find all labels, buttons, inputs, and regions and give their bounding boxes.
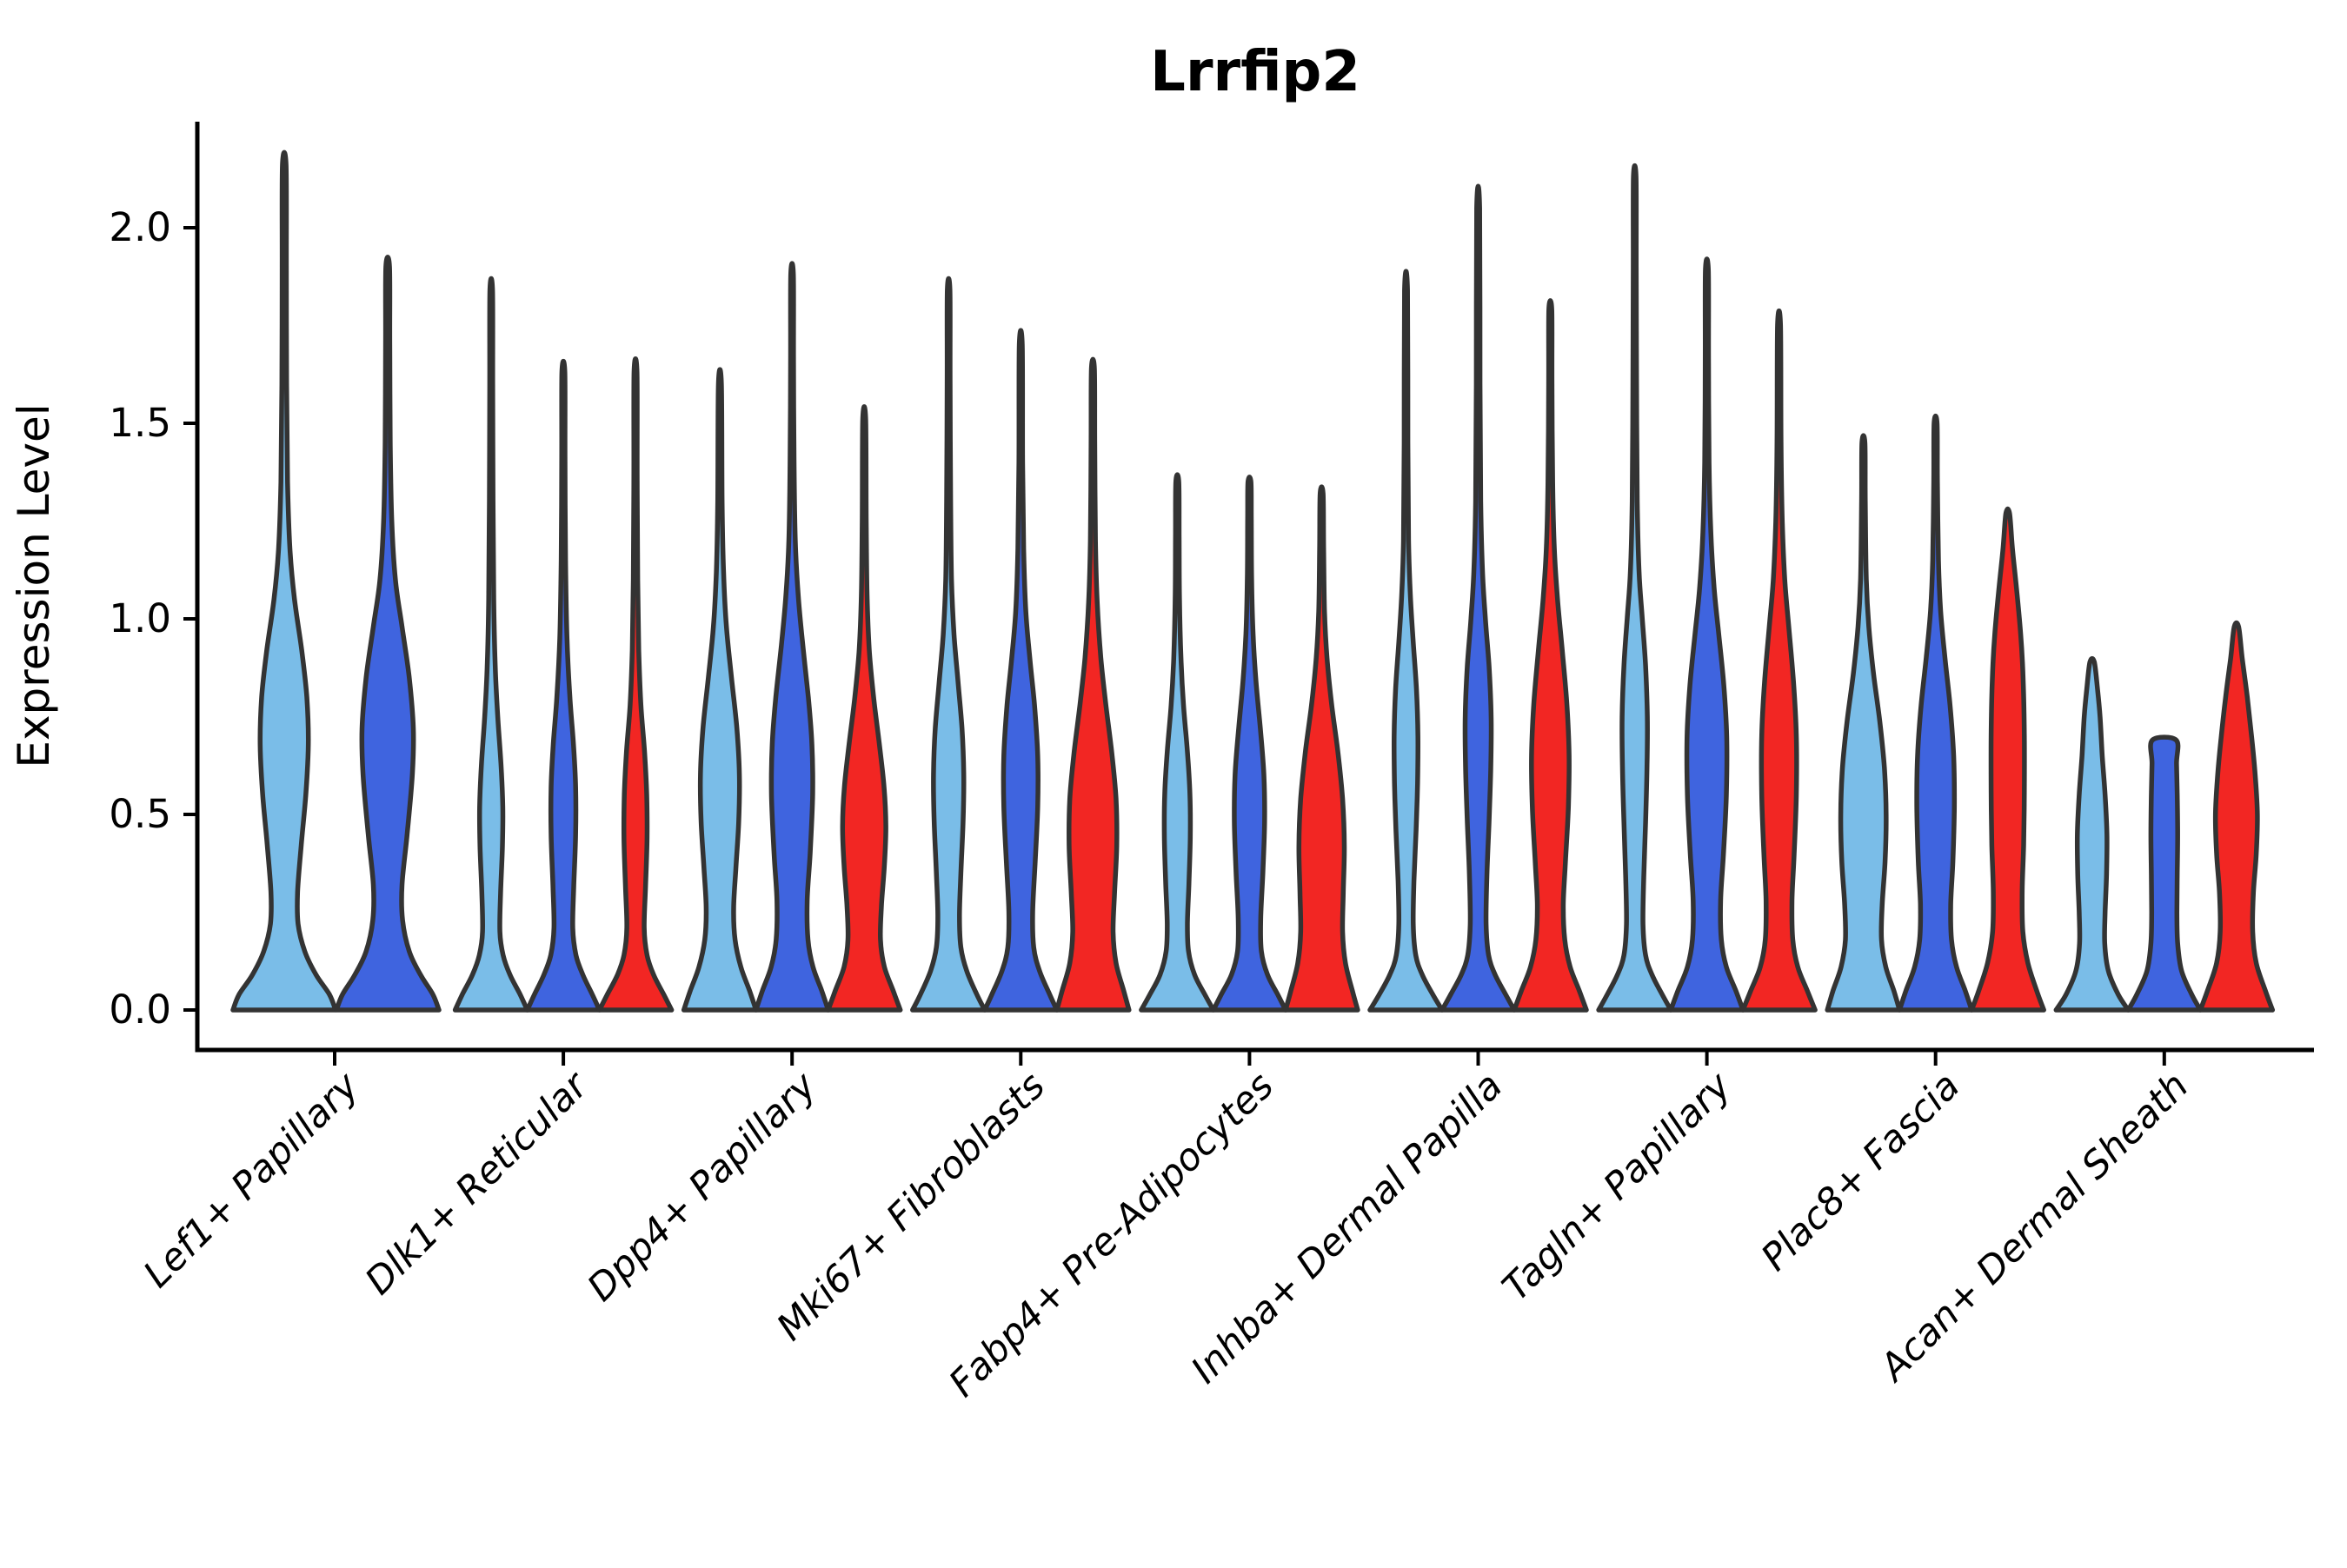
violin: [910, 276, 987, 1013]
violin: [1740, 308, 1818, 1013]
violin: [1668, 256, 1745, 1013]
violin: [524, 358, 602, 1013]
violin: [1512, 298, 1589, 1013]
violin: [334, 255, 442, 1013]
violin: [1969, 506, 2046, 1013]
x-tick-label: Lef1+ Papillary: [136, 1064, 368, 1296]
violin: [230, 149, 338, 1013]
axes: [183, 122, 2314, 1066]
violin: [452, 276, 530, 1013]
violin: [753, 261, 831, 1013]
y-axis-title: Expression Level: [9, 403, 59, 767]
violin: [982, 328, 1060, 1013]
violin: [2197, 620, 2276, 1013]
violin: [1439, 183, 1517, 1013]
y-tick-label: 0.5: [109, 791, 171, 837]
violin: [2125, 734, 2204, 1013]
violin: [681, 367, 759, 1013]
x-tick-label: Dpp4+ Papillary: [579, 1064, 825, 1310]
y-tick-label: 1.5: [109, 400, 171, 446]
violin: [1054, 356, 1132, 1013]
x-tick-label: Tagln+ Papillary: [1494, 1064, 1740, 1310]
violin: [1367, 269, 1445, 1013]
violin: [825, 404, 903, 1013]
violin: [2053, 655, 2131, 1013]
violin: [1596, 163, 1673, 1013]
y-tick-label: 2.0: [109, 204, 171, 250]
violin: [1825, 433, 1902, 1013]
y-tick-label: 0.0: [109, 987, 171, 1033]
chart-title: Lrrfip2: [1150, 40, 1360, 104]
x-tick-label: Dlk1+ Reticular: [357, 1063, 598, 1304]
violins-layer: [230, 149, 2276, 1013]
violin: [1211, 475, 1288, 1013]
violin: [1139, 472, 1216, 1013]
x-tick-label: Plac8+ Fascia: [1753, 1064, 1969, 1279]
violin: [596, 356, 675, 1013]
y-tick-label: 1.0: [109, 595, 171, 641]
violin: [1283, 484, 1360, 1013]
violin: [1897, 413, 1974, 1013]
